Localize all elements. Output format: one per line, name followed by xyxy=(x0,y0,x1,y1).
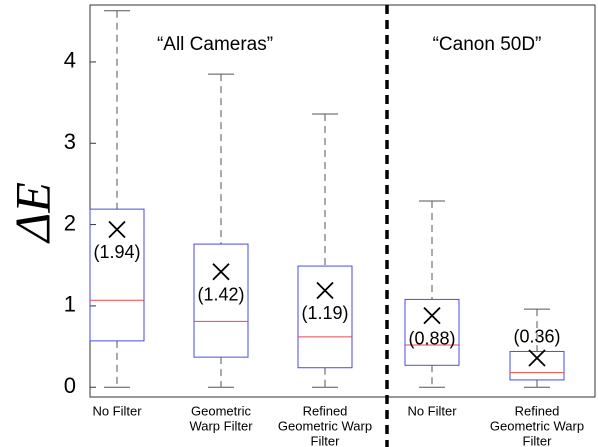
y-tick-label: 4 xyxy=(64,48,76,73)
y-tick-label: 0 xyxy=(64,373,76,398)
x-tick-label: Refined xyxy=(515,403,560,418)
x-tick-label: Refined xyxy=(303,403,348,418)
mean-marker xyxy=(528,349,546,367)
x-tick-label: No Filter xyxy=(407,403,457,418)
mean-label: (0.36) xyxy=(513,327,560,347)
x-tick-label: Geometric Warp xyxy=(490,418,584,433)
mean-label: (1.42) xyxy=(197,285,244,305)
y-tick-label: 1 xyxy=(64,292,76,317)
x-tick-label: Warp Filter xyxy=(189,418,253,433)
mean-marker xyxy=(108,220,126,239)
x-tick-label: Filter xyxy=(311,433,341,447)
box xyxy=(89,208,145,342)
mean-marker xyxy=(212,263,230,281)
mean-label: (1.94) xyxy=(93,242,140,262)
y-tick-label: 3 xyxy=(64,129,76,154)
box xyxy=(193,243,249,358)
annotation: “All Cameras” xyxy=(157,34,273,55)
x-tick-label: Geometric Warp xyxy=(278,418,372,433)
x-tick-label: No Filter xyxy=(92,403,142,418)
annotation: “Canon 50D” xyxy=(433,34,542,55)
x-tick-label: Filter xyxy=(523,433,553,447)
y-tick-label: 2 xyxy=(64,210,76,235)
mean-marker xyxy=(316,281,334,300)
box xyxy=(404,298,460,366)
plot-frame xyxy=(89,4,596,398)
y-axis-label: ΔE xyxy=(4,182,60,244)
mean-label: (1.19) xyxy=(301,303,348,323)
box xyxy=(509,350,565,381)
x-tick-label: Geometric xyxy=(191,403,251,418)
box xyxy=(297,265,353,369)
mean-marker xyxy=(423,307,441,325)
mean-label: (0.88) xyxy=(408,328,455,348)
